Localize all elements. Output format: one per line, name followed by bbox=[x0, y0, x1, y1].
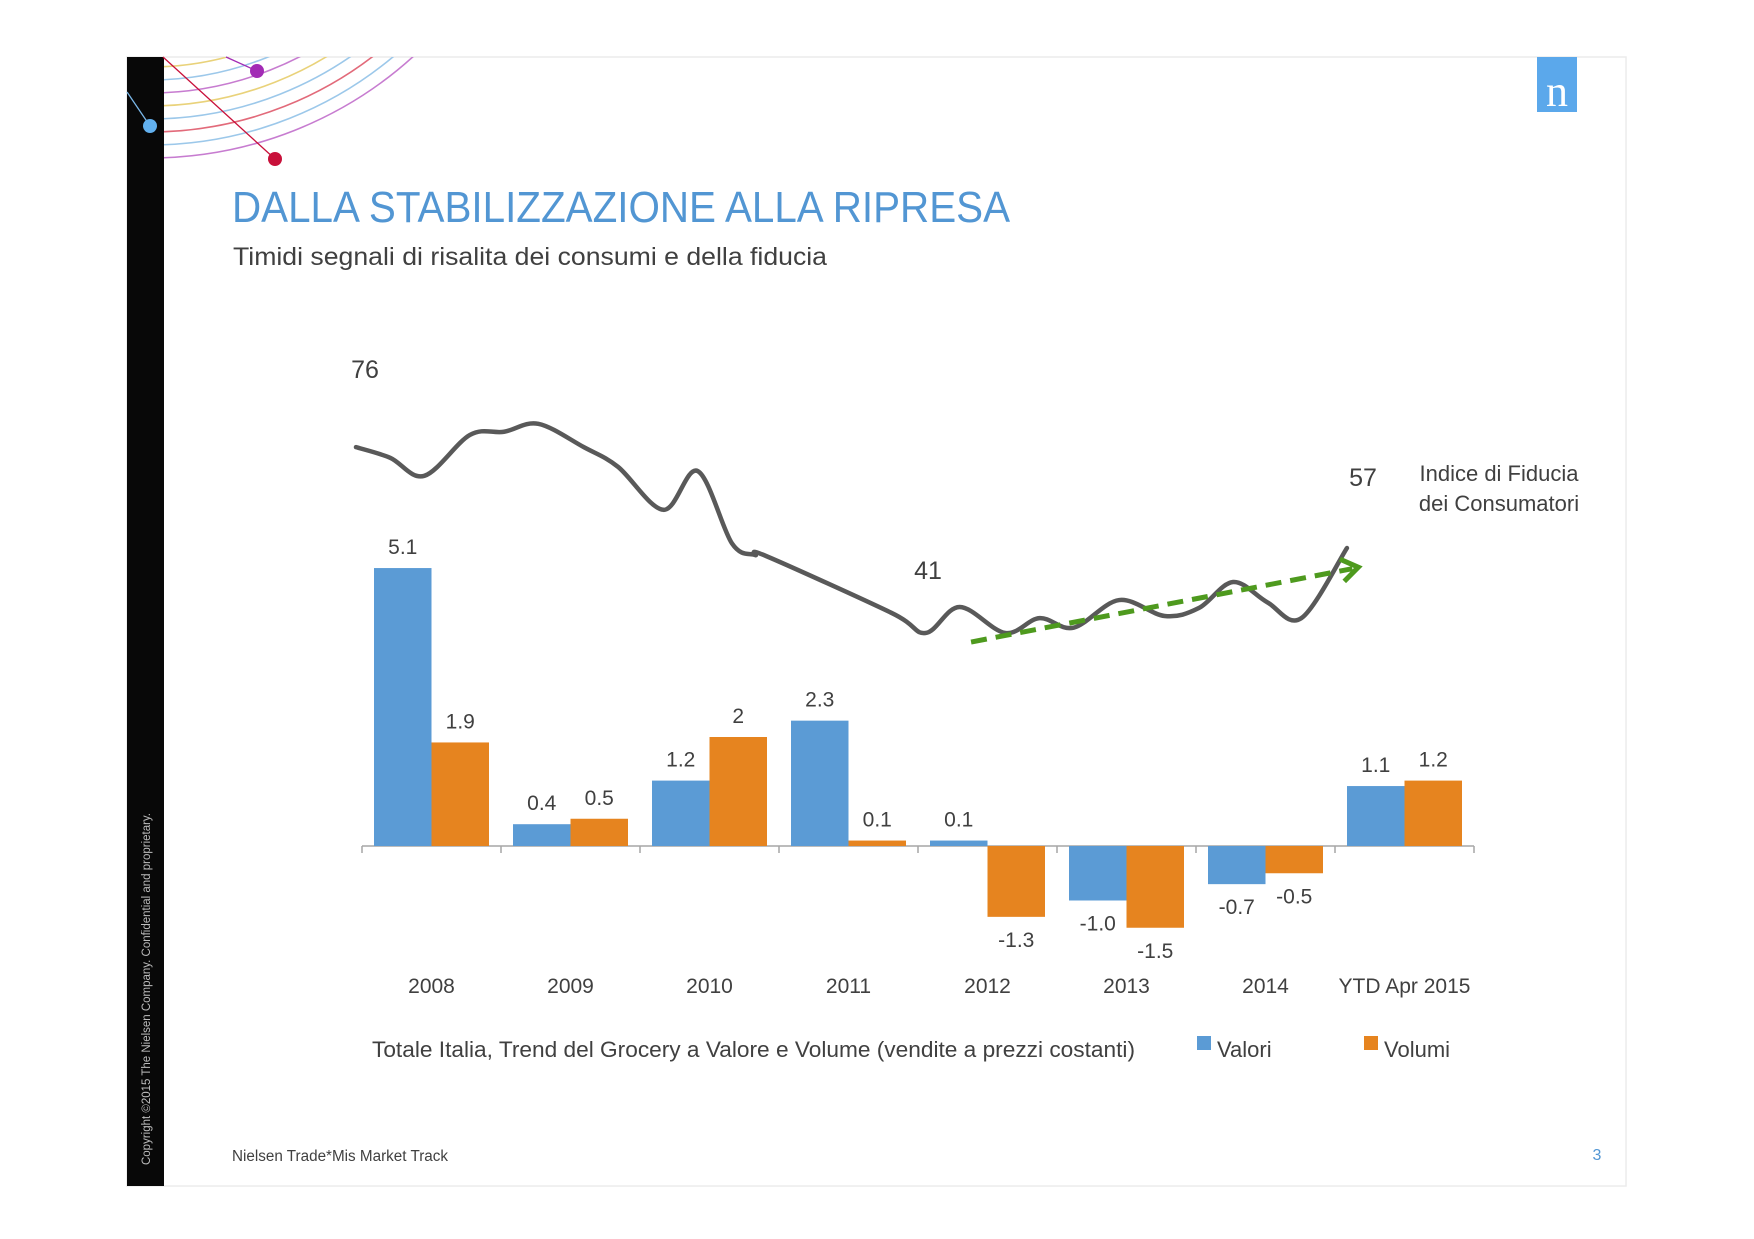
bar-valori bbox=[652, 780, 710, 846]
side-bar bbox=[127, 57, 164, 1186]
data-label: -0.5 bbox=[1276, 885, 1312, 908]
decorative-dots bbox=[126, 56, 282, 166]
data-label: -1.3 bbox=[998, 929, 1034, 952]
decorative-dot bbox=[250, 64, 264, 78]
data-label: 2 bbox=[732, 705, 744, 728]
data-label: -1.5 bbox=[1137, 940, 1173, 963]
data-label: 0.5 bbox=[585, 787, 614, 810]
bar-valori bbox=[513, 824, 571, 846]
x-tick-label: 2013 bbox=[1103, 975, 1150, 998]
data-label: 0.1 bbox=[863, 809, 892, 832]
decorative-line bbox=[162, 56, 276, 160]
logo-letter: n bbox=[1546, 67, 1568, 116]
x-tick-label: 2011 bbox=[826, 975, 871, 998]
bar-valori bbox=[1347, 786, 1405, 846]
source-note: Nielsen Trade*Mis Market Track bbox=[232, 1148, 448, 1165]
decorative-dot bbox=[268, 152, 282, 166]
x-tick-label: YTD Apr 2015 bbox=[1339, 975, 1471, 998]
nielsen-logo: n bbox=[1537, 57, 1577, 116]
bar-volumi bbox=[1404, 780, 1462, 846]
x-tick-label: 2012 bbox=[964, 975, 1011, 998]
bar-volumi bbox=[987, 846, 1045, 917]
decorative-dot bbox=[143, 119, 157, 133]
data-label: -1.0 bbox=[1080, 913, 1116, 936]
line-series-label: dei Consumatori bbox=[1419, 491, 1579, 516]
bar-volumi bbox=[709, 737, 767, 846]
page-number: 3 bbox=[1593, 1147, 1602, 1164]
legend-swatch-volumi bbox=[1364, 1036, 1378, 1050]
bar-volumi bbox=[848, 840, 906, 846]
data-label: 1.2 bbox=[666, 749, 695, 772]
bar-valori bbox=[1069, 846, 1127, 901]
legend-label-valori: Valori bbox=[1217, 1037, 1272, 1062]
bar-volumi bbox=[570, 818, 628, 846]
decorative-arc bbox=[0, 0, 399, 15]
bar-volumi bbox=[1265, 846, 1323, 874]
trend-arrow-line bbox=[970, 566, 1353, 645]
bar-valori bbox=[930, 840, 988, 846]
bar-valori bbox=[374, 568, 432, 846]
logo-background bbox=[1537, 57, 1577, 112]
legend-label-volumi: Volumi bbox=[1384, 1037, 1450, 1062]
x-tick-label: 2008 bbox=[408, 975, 455, 998]
data-label: 1.2 bbox=[1419, 749, 1448, 772]
x-tick-label: 2014 bbox=[1242, 975, 1289, 998]
line-series-label: Indice di Fiducia bbox=[1420, 461, 1580, 486]
data-label: 1.9 bbox=[446, 710, 475, 733]
data-label: -0.7 bbox=[1219, 896, 1255, 919]
data-label: 1.1 bbox=[1361, 754, 1390, 777]
confidence-index-line bbox=[353, 421, 1350, 636]
data-label: 0.4 bbox=[527, 792, 557, 815]
decorative-arc bbox=[0, 0, 438, 54]
line-value-label: 76 bbox=[351, 356, 379, 384]
data-label: 5.1 bbox=[388, 536, 417, 559]
x-tick-label: 2010 bbox=[686, 975, 733, 998]
bar-volumi bbox=[1126, 846, 1184, 928]
line-value-label: 57 bbox=[1349, 464, 1377, 492]
bar-volumi bbox=[431, 742, 489, 846]
page-subtitle: Timidi segnali di risalita dei consumi e… bbox=[233, 243, 827, 271]
decorative-arc bbox=[0, 0, 425, 41]
decorative-arc bbox=[0, 0, 412, 28]
data-label: 2.3 bbox=[805, 689, 834, 712]
x-tick-label: 2009 bbox=[547, 975, 594, 998]
bar-valori bbox=[1208, 846, 1266, 885]
line-value-label: 41 bbox=[914, 557, 942, 585]
chart-caption: Totale Italia, Trend del Grocery a Valor… bbox=[372, 1037, 1135, 1062]
chart: 2008 2009 2010 2011 2012 2013 2014 YTD Apr 2015… bbox=[351, 356, 1579, 1062]
bar-valori bbox=[791, 720, 849, 846]
legend-swatch-valori bbox=[1197, 1036, 1211, 1050]
trend-arrow-head bbox=[1338, 556, 1363, 584]
data-label: 0.1 bbox=[944, 809, 973, 832]
copyright-text: Copyright ©2015 The Nielsen Company. Con… bbox=[141, 813, 153, 1165]
page-title: DALLA STABILIZZAZIONE ALLA RIPRESA bbox=[232, 183, 1011, 232]
